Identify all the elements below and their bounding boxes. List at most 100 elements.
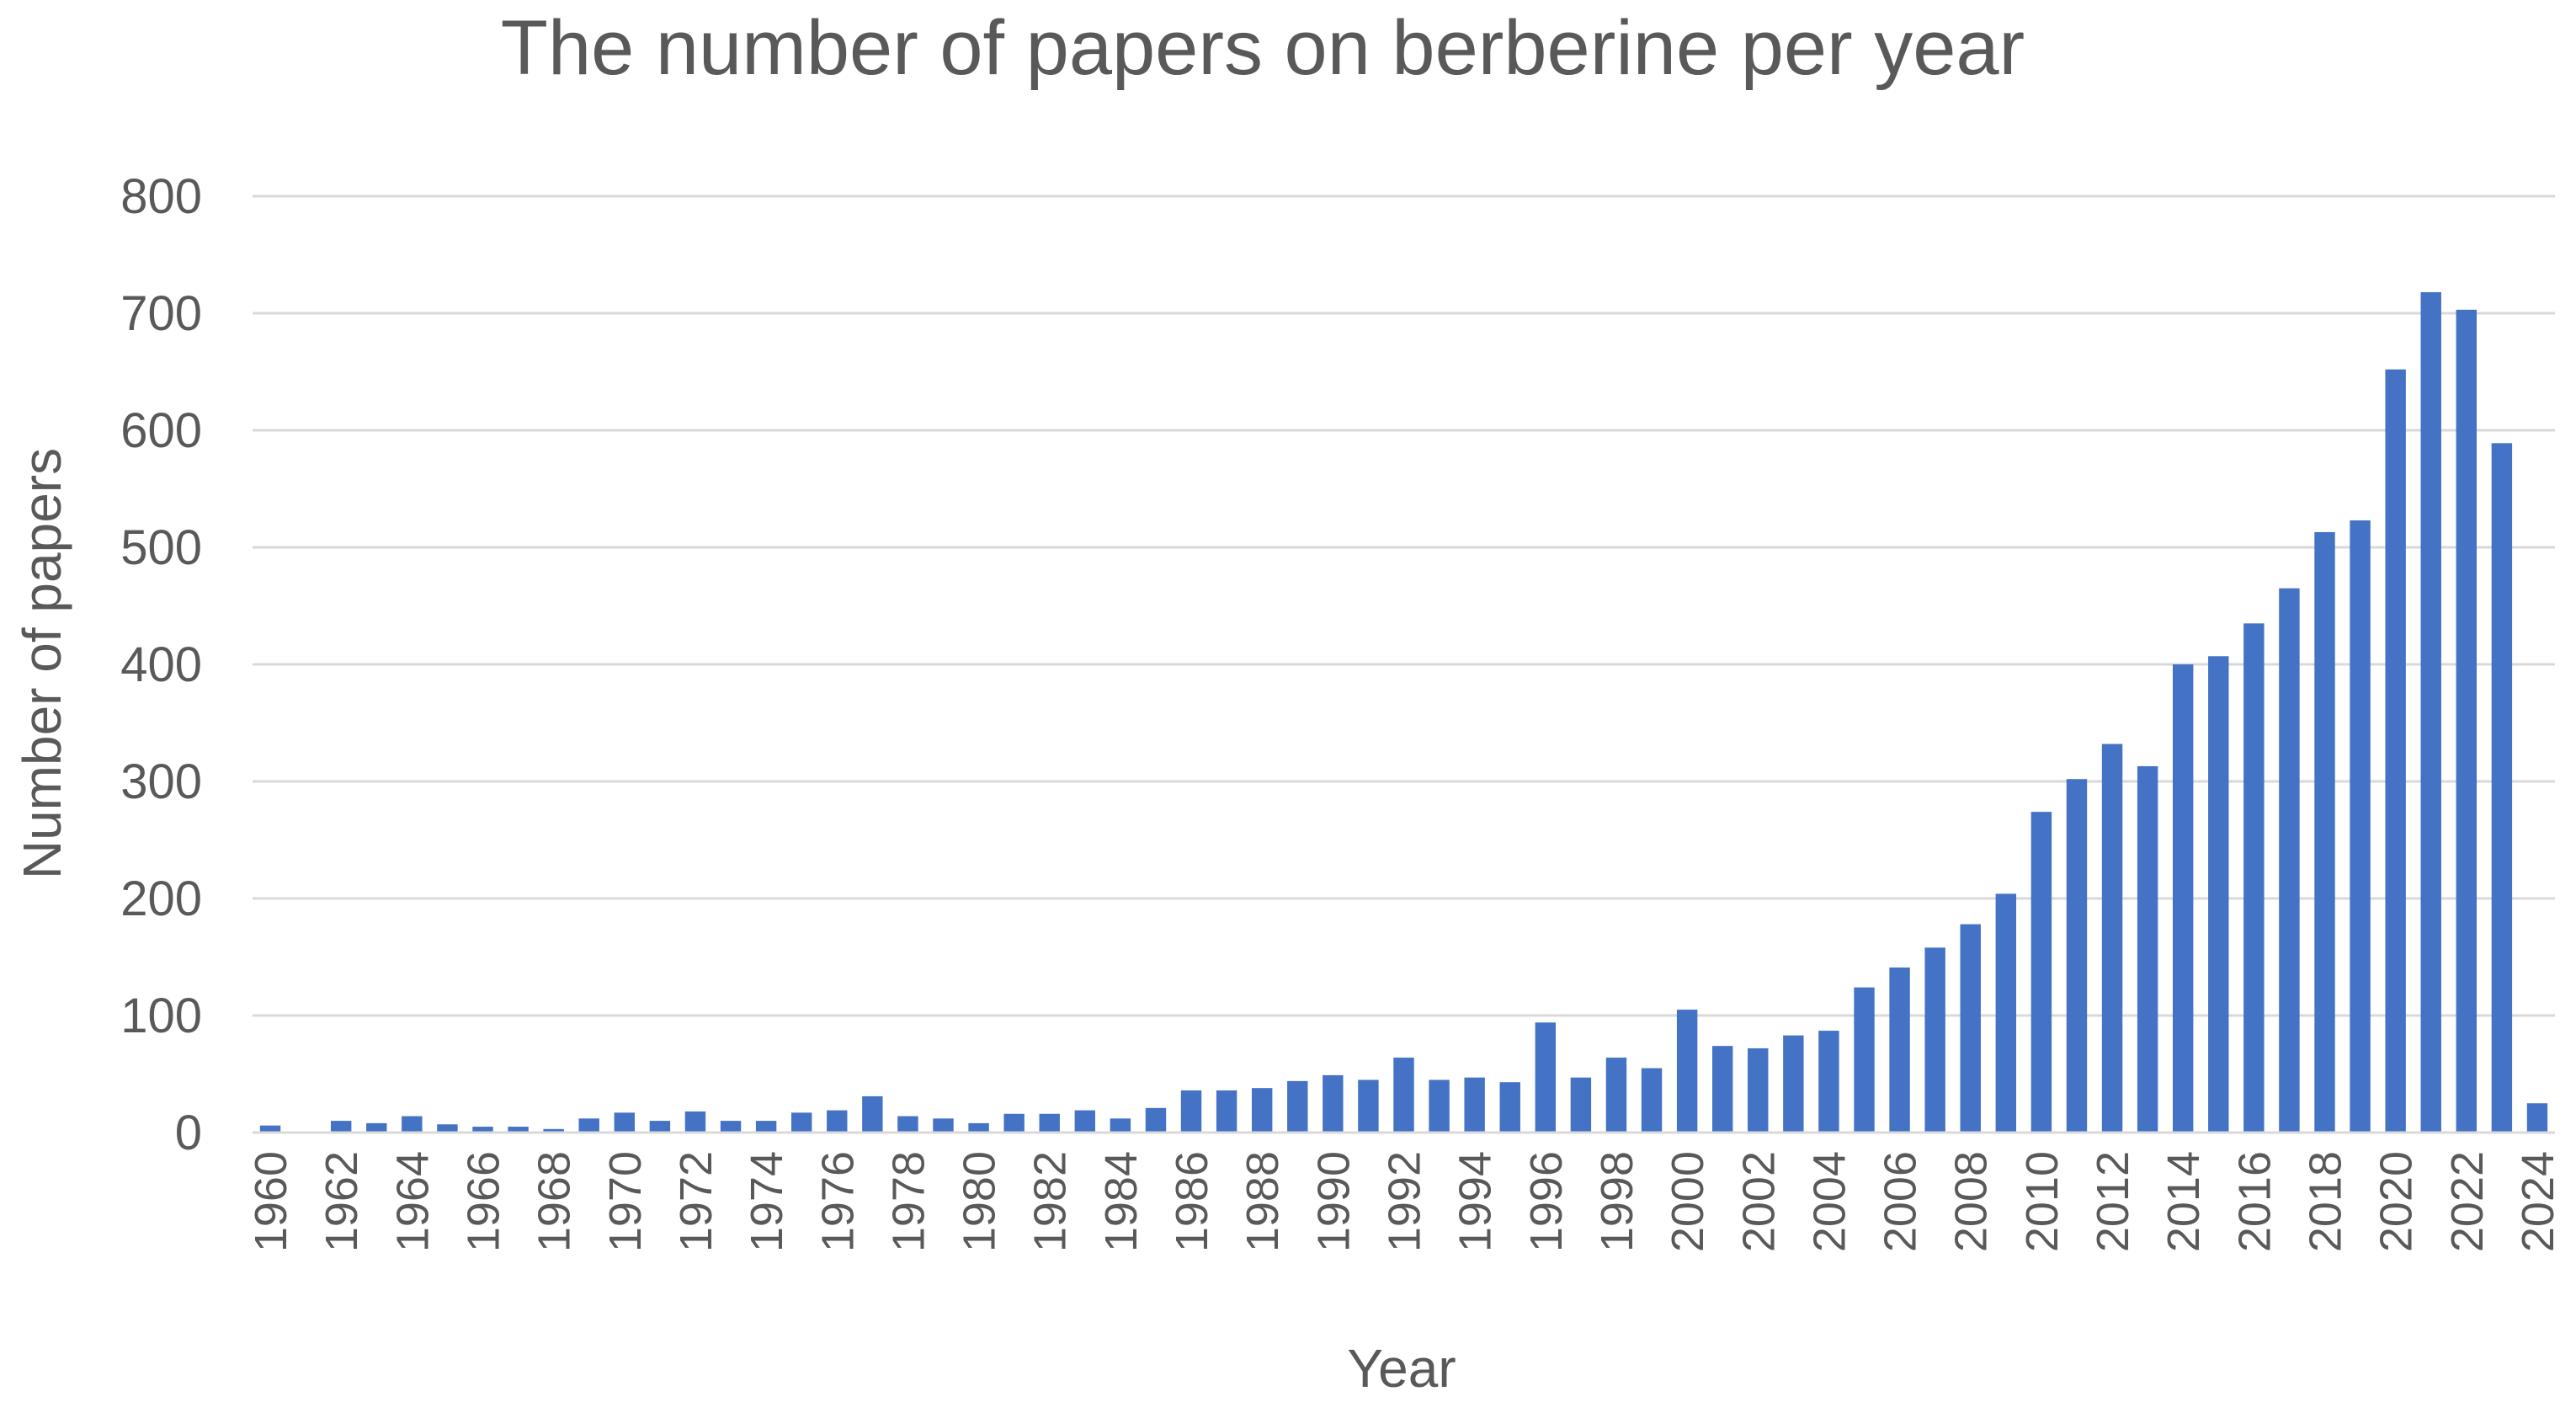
bar-2018 [2314, 531, 2335, 1133]
x-tick-label: 2008 [1946, 1151, 1997, 1252]
x-axis-ticks: 1960 1962 1964 1966 1968 1970 1972 1974 1976 1978… [246, 1151, 2563, 1252]
bar-2004 [1818, 1031, 1839, 1133]
bar-1986 [1180, 1090, 1202, 1133]
x-tick-label: 1978 [883, 1151, 934, 1252]
y-tick-label: 300 [120, 754, 202, 809]
bar-2009 [1995, 893, 2017, 1133]
x-tick-label: 2004 [1804, 1151, 1855, 1252]
x-tick-label: 2014 [2158, 1151, 2209, 1252]
bar-1990 [1323, 1074, 1344, 1133]
y-axis-ticks: 0 100 200 300 400 500 600 700 800 [120, 169, 202, 1160]
x-tick-label: 1966 [459, 1151, 509, 1252]
x-tick-label: 2022 [2442, 1151, 2493, 1252]
bar-2013 [2137, 765, 2158, 1133]
bar-2001 [1711, 1046, 1733, 1133]
bar-2019 [2350, 520, 2371, 1133]
bar-1983 [1074, 1110, 1096, 1133]
gridlines [253, 195, 2555, 1017]
bar-1982 [1039, 1113, 1060, 1133]
bars [259, 291, 2548, 1133]
x-tick-label: 2012 [2088, 1151, 2138, 1252]
x-axis-title: Year [1347, 1338, 1456, 1399]
bar-1997 [1570, 1077, 1592, 1133]
bar-2017 [2279, 588, 2300, 1133]
x-tick-label: 1972 [671, 1151, 721, 1252]
x-tick-label: 2000 [1663, 1151, 1713, 1252]
bar-1989 [1287, 1080, 1308, 1133]
x-tick-label: 2010 [2017, 1151, 2068, 1252]
x-tick-label: 1986 [1167, 1151, 1217, 1252]
bar-1988 [1251, 1088, 1273, 1133]
bar-2006 [1889, 968, 1910, 1133]
bar-1969 [578, 1118, 599, 1133]
bar-1965 [437, 1124, 458, 1133]
bar-1992 [1393, 1058, 1414, 1133]
bar-2012 [2101, 744, 2123, 1133]
bar-1967 [508, 1127, 529, 1133]
bar-2003 [1783, 1035, 1804, 1133]
bar-1995 [1499, 1082, 1520, 1133]
bar-2014 [2172, 664, 2194, 1133]
x-tick-label: 1974 [742, 1151, 792, 1252]
chart-title: The number of papers on berberine per ye… [501, 5, 2025, 91]
y-tick-label: 800 [120, 169, 202, 224]
bar-2011 [2066, 779, 2088, 1133]
y-tick-label: 700 [120, 286, 202, 341]
x-tick-label: 1984 [1096, 1151, 1147, 1252]
x-tick-label: 2016 [2229, 1151, 2280, 1252]
y-tick-label: 100 [120, 989, 202, 1043]
bar-1991 [1358, 1079, 1379, 1133]
bar-2005 [1854, 987, 1875, 1133]
x-tick-label: 2018 [2301, 1151, 2351, 1252]
bar-2020 [2385, 369, 2406, 1133]
y-tick-label: 0 [175, 1106, 202, 1160]
bar-1985 [1145, 1107, 1167, 1133]
x-tick-label: 1988 [1237, 1151, 1288, 1252]
x-tick-label: 1964 [387, 1151, 438, 1252]
bar-1987 [1216, 1090, 1237, 1133]
bar-2021 [2420, 291, 2441, 1133]
y-axis-title: Number of papers [12, 448, 72, 879]
bar-2015 [2208, 656, 2229, 1133]
x-tick-label: 1996 [1521, 1151, 1572, 1252]
bar-2000 [1676, 1010, 1698, 1133]
x-tick-label: 2006 [1876, 1151, 1926, 1252]
bar-1978 [897, 1116, 918, 1133]
bar-1975 [790, 1112, 812, 1133]
bar-1993 [1429, 1079, 1450, 1133]
bar-1994 [1464, 1077, 1485, 1133]
x-tick-label: 1976 [812, 1151, 863, 1252]
bar-1973 [720, 1121, 742, 1133]
bar-2007 [1924, 947, 1945, 1133]
bar-2008 [1960, 924, 1981, 1133]
x-tick-label: 1962 [317, 1151, 367, 1252]
bar-1999 [1641, 1068, 1663, 1133]
x-tick-label: 1982 [1025, 1151, 1076, 1252]
bar-1968 [543, 1128, 564, 1133]
bar-1996 [1535, 1022, 1557, 1133]
y-tick-label: 400 [120, 637, 202, 692]
bar-1984 [1110, 1118, 1131, 1133]
x-tick-label: 1990 [1308, 1151, 1359, 1252]
x-tick-label: 1968 [530, 1151, 580, 1252]
bar-1966 [472, 1127, 493, 1133]
bar-1980 [968, 1122, 989, 1133]
x-tick-label: 2020 [2371, 1151, 2422, 1252]
x-tick-label: 1970 [600, 1151, 651, 1252]
bar-2022 [2456, 309, 2478, 1133]
y-tick-label: 600 [120, 403, 202, 458]
bar-1979 [933, 1118, 954, 1133]
bar-1972 [684, 1111, 706, 1133]
bar-2002 [1748, 1048, 1769, 1133]
bar-1960 [259, 1125, 281, 1133]
bar-1974 [755, 1121, 777, 1133]
bar-2016 [2243, 623, 2265, 1133]
x-tick-label: 2024 [2513, 1151, 2563, 1252]
bar-1976 [827, 1110, 848, 1133]
bar-2010 [2030, 812, 2052, 1133]
x-tick-label: 1992 [1380, 1151, 1430, 1252]
x-tick-label: 1980 [955, 1151, 1005, 1252]
bar-1981 [1003, 1113, 1025, 1133]
bar-1962 [330, 1121, 352, 1133]
